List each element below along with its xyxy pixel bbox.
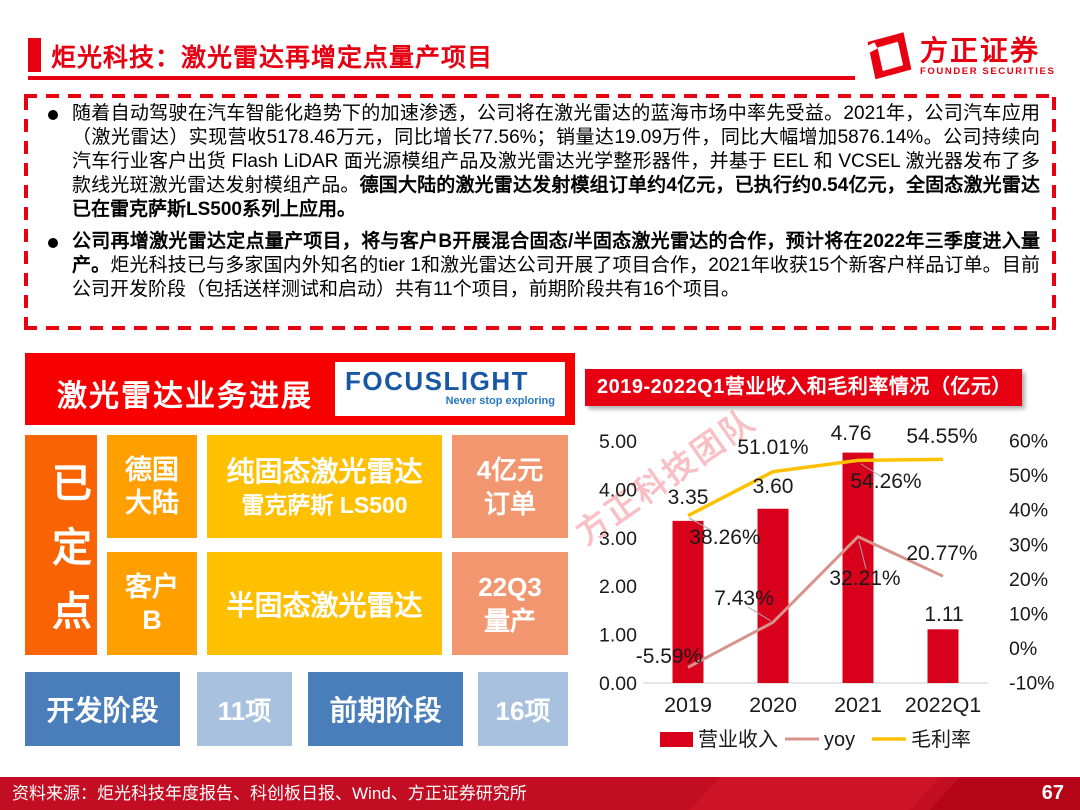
focuslight-tagline: Never stop exploring bbox=[445, 395, 555, 407]
footer-bar: 资料来源：炬光科技年度报告、科创板日报、Wind、方正证券研究所 67 bbox=[0, 777, 1080, 810]
footer-decoration bbox=[690, 777, 940, 810]
source-note: 资料来源：炬光科技年度报告、科创板日报、Wind、方正证券研究所 bbox=[12, 784, 527, 803]
block-status-production: 22Q3量产 bbox=[452, 552, 568, 655]
block-product-semi-solid: 半固态激光雷达 bbox=[207, 552, 442, 655]
right-axis-tick: 30% bbox=[1009, 534, 1048, 556]
bullet-text: 公司再增激光雷达定点量产项目，将与客户B开展混合固态/半固态激光雷达的合作，预计… bbox=[72, 231, 1040, 300]
legend-label-yoy: yoy bbox=[824, 729, 855, 751]
block-confirmed: 已定点 bbox=[25, 435, 97, 655]
bullet-icon bbox=[48, 238, 58, 248]
gross-margin-label: 54.26% bbox=[850, 470, 921, 493]
block-customer-b: 客户B bbox=[107, 552, 197, 655]
x-axis-label: 2019 bbox=[664, 693, 712, 717]
stage-development-count: 11项 bbox=[197, 672, 292, 746]
gross-margin-label: 38.26% bbox=[689, 526, 760, 549]
product-line2: 雷克萨斯 LS500 bbox=[241, 491, 408, 518]
summary-bullet: 随着自动驾驶在汽车智能化趋势下的加速渗透，公司将在激光雷达的蓝海市场中率先受益。… bbox=[38, 102, 1040, 222]
progress-panel-header: 激光雷达业务进展 FOCUSLIGHT Never stop exploring bbox=[25, 353, 575, 425]
revenue-bar-2019 bbox=[672, 520, 704, 683]
logo-subtitle-text: FOUNDER SECURITIES bbox=[920, 65, 1056, 77]
revenue-label: 3.60 bbox=[753, 475, 794, 498]
label-leader-line bbox=[688, 517, 712, 531]
revenue-bar-2020 bbox=[757, 508, 789, 683]
focuslight-brand-text: FOCUSLIGHT bbox=[345, 366, 529, 396]
left-axis-tick: 4.00 bbox=[599, 479, 637, 501]
summary-box: 随着自动驾驶在汽车智能化趋势下的加速渗透，公司将在激光雷达的蓝海市场中率先受益。… bbox=[24, 94, 1056, 330]
block-status-order: 4亿元订单 bbox=[452, 435, 568, 538]
gross-margin-line bbox=[687, 457, 944, 518]
yoy-line bbox=[687, 534, 944, 669]
page-number: 67 bbox=[1041, 782, 1064, 804]
label-leader-line bbox=[860, 463, 883, 478]
founder-securities-logo: 方正证券 FOUNDER SECURITIES bbox=[862, 30, 1055, 82]
left-axis-tick: 0.00 bbox=[599, 673, 637, 695]
block-product-solid-state: 纯固态激光雷达 雷克萨斯 LS500 bbox=[207, 435, 442, 538]
left-axis-tick: 1.00 bbox=[599, 625, 637, 647]
left-axis-tick: 3.00 bbox=[599, 528, 637, 550]
legend-label-margin: 毛利率 bbox=[911, 728, 971, 751]
bullet-icon bbox=[48, 110, 58, 120]
header-divider bbox=[28, 76, 855, 80]
right-axis-tick: 50% bbox=[1009, 465, 1048, 487]
x-axis-label: 2022Q1 bbox=[905, 693, 982, 717]
stage-development: 开发阶段 bbox=[25, 672, 180, 746]
x-axis-label: 2020 bbox=[749, 693, 797, 717]
right-axis-tick: 10% bbox=[1009, 603, 1048, 625]
yoy-label: 32.21% bbox=[829, 567, 900, 590]
footer-decoration bbox=[930, 777, 1080, 810]
yoy-label: 7.43% bbox=[714, 587, 774, 610]
product-line1: 纯固态激光雷达 bbox=[226, 455, 423, 487]
legend-label-revenue: 营业收入 bbox=[698, 728, 778, 751]
label-leader-line bbox=[747, 606, 772, 622]
revenue-bar-2021 bbox=[842, 452, 874, 683]
left-axis-tick: 2.00 bbox=[599, 576, 637, 598]
gross-margin-label: 54.55% bbox=[906, 425, 977, 448]
left-axis-tick: 5.00 bbox=[599, 431, 637, 453]
page-title: 炬光科技：激光雷达再增定点量产项目 bbox=[51, 44, 494, 72]
revenue-label: 3.35 bbox=[668, 486, 709, 509]
logo-brand-text: 方正证券 bbox=[920, 34, 1041, 66]
focuslight-logo: FOCUSLIGHT Never stop exploring bbox=[335, 362, 565, 416]
yoy-label: -5.59% bbox=[636, 645, 703, 668]
right-axis-tick: 40% bbox=[1009, 500, 1048, 522]
block-customer-continental: 德国大陆 bbox=[107, 435, 197, 538]
right-axis-tick: -10% bbox=[1009, 673, 1055, 695]
revenue-label: 4.76 bbox=[831, 422, 872, 445]
right-axis-tick: 60% bbox=[1009, 431, 1048, 453]
right-axis-tick: 20% bbox=[1009, 569, 1048, 591]
gross-margin-label: 51.01% bbox=[737, 436, 808, 459]
right-axis-tick: 0% bbox=[1009, 638, 1037, 660]
title-accent-bar bbox=[28, 38, 41, 72]
revenue-bar-2022Q1 bbox=[927, 629, 959, 683]
revenue-margin-chart: 5.00 4.00 3.00 2.00 1.00 0.00 60% 50% 40% 30% 20% 1… bbox=[599, 422, 1055, 751]
founder-logo-icon bbox=[864, 32, 912, 80]
revenue-label: 1.11 bbox=[924, 603, 963, 626]
stage-early-count: 16项 bbox=[478, 672, 568, 746]
stage-early: 前期阶段 bbox=[308, 672, 463, 746]
x-axis-label: 2021 bbox=[834, 693, 882, 717]
progress-heading: 激光雷达业务进展 bbox=[57, 380, 313, 413]
summary-bullet: 公司再增激光雷达定点量产项目，将与客户B开展混合固态/半固态激光雷达的合作，预计… bbox=[38, 230, 1040, 302]
yoy-label: 20.77% bbox=[906, 542, 977, 565]
bullet-text: 随着自动驾驶在汽车智能化趋势下的加速渗透，公司将在激光雷达的蓝海市场中率先受益。… bbox=[72, 103, 1040, 220]
legend-swatch-revenue bbox=[660, 732, 693, 747]
label-leader-line bbox=[858, 540, 867, 570]
chart-title: 2019-2022Q1营业收入和毛利率情况（亿元） bbox=[585, 369, 1022, 406]
